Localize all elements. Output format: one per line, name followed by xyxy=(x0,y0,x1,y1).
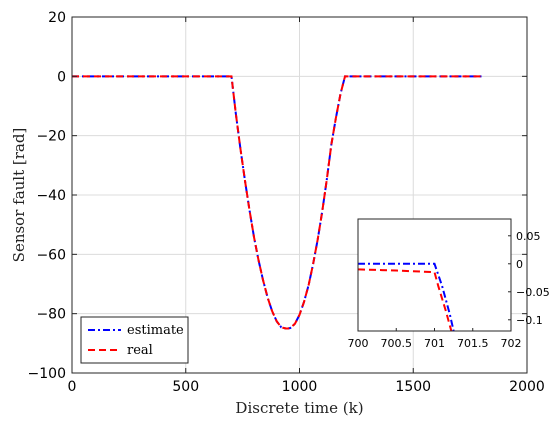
legend: estimate real xyxy=(80,316,189,364)
x-tick-label: 1500 xyxy=(395,379,431,395)
inset-x-tick-label: 700.5 xyxy=(381,337,413,350)
y-tick-label: 0 xyxy=(57,69,66,85)
y-tick-label: −40 xyxy=(36,188,66,204)
inset-series-line-estimate xyxy=(358,262,455,331)
y-tick-label: −80 xyxy=(36,307,66,323)
x-axis-label: Discrete time (k) xyxy=(235,399,363,417)
series-line-estimate xyxy=(72,75,482,330)
inset-x-tick-label: 700 xyxy=(348,337,369,350)
legend-label-estimate: estimate xyxy=(127,323,184,338)
inset-series-line-real xyxy=(358,268,453,331)
inset-axes: 700 700.5 701 701.5 702 0.05 0 −0.05 −0.1 xyxy=(348,218,550,350)
y-axis-label: Sensor fault [rad] xyxy=(10,128,28,263)
inset-y-tick-label: 0 xyxy=(516,258,523,271)
inset-x-tick-label: 701.5 xyxy=(457,337,489,350)
inset-y-tick-label: 0.05 xyxy=(516,230,541,243)
x-tick-label: 0 xyxy=(68,379,77,395)
y-tick-label: −60 xyxy=(36,247,66,263)
main-series xyxy=(72,75,482,330)
inset-y-tick-label: −0.05 xyxy=(516,286,550,299)
y-tick-label: −20 xyxy=(36,129,66,145)
main-ticks: 0 500 1000 1500 2000 20 0 −20 −40 −60 −80 −100 xyxy=(28,10,545,395)
legend-label-real: real xyxy=(127,343,153,358)
y-tick-label: 20 xyxy=(48,10,66,26)
x-tick-label: 1000 xyxy=(282,379,318,395)
inset-x-tick-label: 702 xyxy=(501,337,522,350)
inset-ticks: 700 700.5 701 701.5 702 0.05 0 −0.05 −0.1 xyxy=(348,230,550,350)
y-tick-label: −100 xyxy=(28,366,66,382)
legend-box xyxy=(80,316,189,364)
inset-series xyxy=(358,262,455,331)
series-line-real xyxy=(72,75,482,330)
x-tick-label: 500 xyxy=(172,379,199,395)
inset-x-tick-label: 701 xyxy=(424,337,445,350)
inset-y-tick-label: −0.1 xyxy=(516,314,543,327)
x-tick-label: 2000 xyxy=(509,379,545,395)
